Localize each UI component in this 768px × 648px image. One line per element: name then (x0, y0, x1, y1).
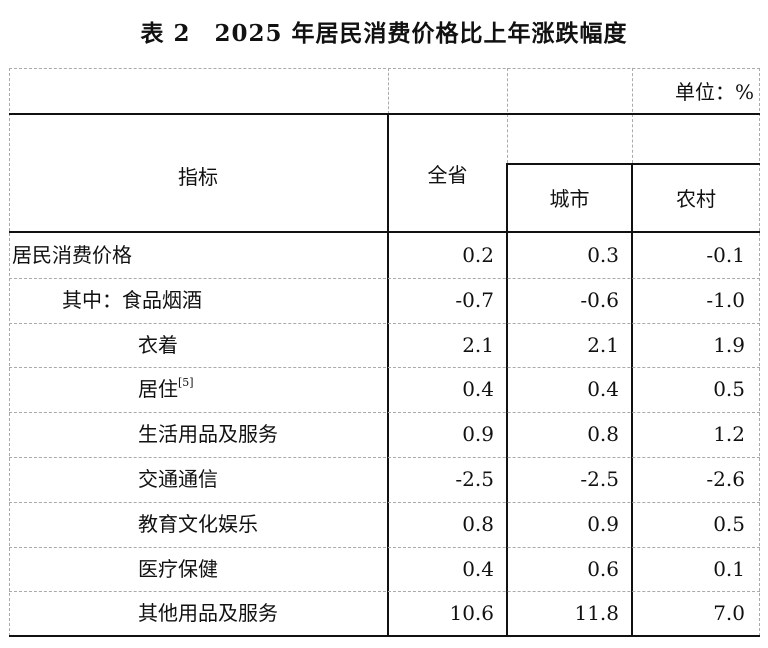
border (632, 68, 633, 163)
header-indicator: 指标 (178, 165, 218, 189)
row-label-text: 医疗保健 (138, 557, 218, 581)
row-label-text: 教育文化娱乐 (138, 512, 258, 536)
border (9, 68, 10, 636)
row-label: 居住[5] (138, 376, 194, 401)
row-divider (9, 323, 760, 324)
row-label: 教育文化娱乐 (138, 512, 258, 536)
border (759, 68, 760, 636)
rural-value: 0.5 (713, 512, 745, 536)
urban-value: 0.3 (587, 243, 619, 267)
row-label: 交通通信 (138, 467, 218, 491)
rural-value: 1.2 (713, 422, 745, 446)
border (507, 163, 760, 165)
border (9, 113, 760, 115)
row-divider (9, 591, 760, 592)
border (507, 68, 508, 163)
border (9, 635, 760, 637)
border (631, 163, 633, 636)
row-label-text: 其他用品及服务 (138, 601, 278, 625)
border (9, 231, 760, 233)
rural-value: 0.1 (713, 557, 745, 581)
urban-value: 0.6 (587, 557, 619, 581)
border (9, 68, 760, 69)
table-title: 表 2 2025 年居民消费价格比上年涨跌幅度 (140, 20, 628, 47)
row-label: 医疗保健 (138, 557, 218, 581)
header-province: 全省 (427, 163, 468, 187)
row-divider (9, 278, 760, 279)
province-value: 0.2 (462, 243, 494, 267)
province-value: 0.8 (462, 512, 494, 536)
row-label-text: 生活用品及服务 (138, 422, 278, 446)
row-label: 居民消费价格 (12, 243, 132, 267)
row-label: 生活用品及服务 (138, 422, 278, 446)
rural-value: 0.5 (713, 377, 745, 401)
row-divider (9, 502, 760, 503)
rural-value: 1.9 (713, 333, 745, 357)
rural-value: -1.0 (706, 288, 745, 312)
row-divider (9, 547, 760, 548)
row-label: 衣着 (138, 333, 178, 357)
row-divider (9, 367, 760, 368)
province-value: 0.4 (462, 377, 494, 401)
urban-value: -2.5 (580, 467, 619, 491)
province-value: 10.6 (449, 601, 494, 625)
row-label-text: 居民消费价格 (12, 243, 132, 267)
header-rural: 农村 (676, 187, 716, 211)
row-label: 其他用品及服务 (138, 601, 278, 625)
row-label-text: 交通通信 (138, 467, 218, 491)
urban-value: 0.4 (587, 377, 619, 401)
rural-value: -0.1 (706, 243, 745, 267)
province-value: -2.5 (455, 467, 494, 491)
row-label-text: 其中：食品烟酒 (62, 288, 202, 312)
footnote-ref: [5] (178, 376, 194, 389)
urban-value: 0.9 (587, 512, 619, 536)
urban-value: 0.8 (587, 422, 619, 446)
rural-value: -2.6 (706, 467, 745, 491)
border (387, 114, 389, 636)
row-label-text: 衣着 (138, 333, 178, 357)
province-value: 0.4 (462, 557, 494, 581)
row-label: 其中：食品烟酒 (62, 288, 202, 312)
unit-label: 单位：% (674, 80, 754, 104)
header-urban: 城市 (549, 187, 590, 211)
rural-value: 7.0 (713, 601, 745, 625)
row-divider (9, 457, 760, 458)
province-value: 2.1 (462, 333, 494, 357)
row-label-text: 居住 (138, 377, 178, 401)
border (388, 68, 389, 114)
province-value: 0.9 (462, 422, 494, 446)
row-divider (9, 412, 760, 413)
province-value: -0.7 (455, 288, 494, 312)
border (506, 163, 508, 636)
urban-value: 11.8 (574, 601, 619, 625)
urban-value: -0.6 (580, 288, 619, 312)
urban-value: 2.1 (587, 333, 619, 357)
